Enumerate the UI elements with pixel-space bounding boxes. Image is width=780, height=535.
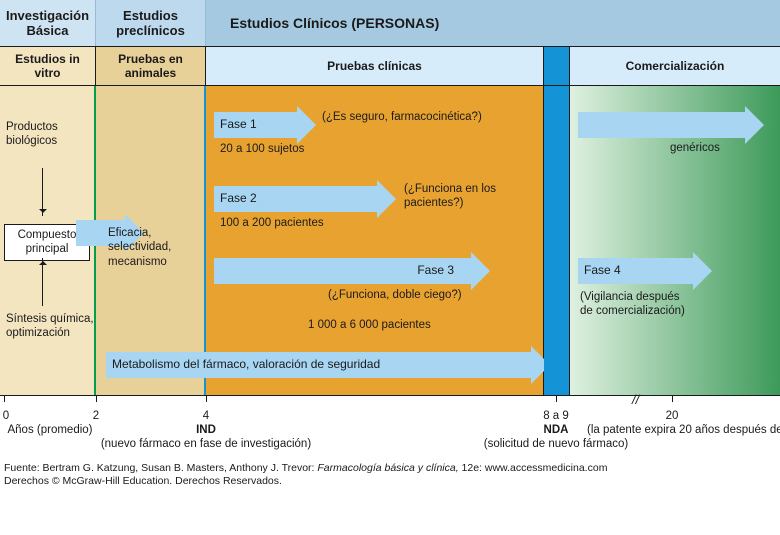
tick-20: 20 (la patente expira 20 años después de… xyxy=(587,410,757,438)
sub-phase4: (Vigilancia después de comercialización) xyxy=(580,290,690,319)
main-panel: Productos biológicos Compuesto principal… xyxy=(0,86,780,396)
header-row: Investigación Básica Estudios preclínico… xyxy=(0,0,780,46)
header-preclinical: Estudios preclínicos xyxy=(96,0,206,46)
ticks: // xyxy=(0,396,780,404)
subheader-row: Estudios in vitro Pruebas en animales Pr… xyxy=(0,46,780,86)
arrow-phase3: Fase 3 xyxy=(214,258,476,284)
q-phase2: (¿Funciona en los pacientes?) xyxy=(404,182,543,211)
q-phase1: (¿Es seguro, farmacocinética?) xyxy=(322,110,482,124)
tick-4: 4 IND (nuevo fármaco en fase de investig… xyxy=(101,410,311,451)
axis-years-label: Años (promedio) xyxy=(7,424,92,438)
subhead-nda-gap xyxy=(544,47,570,85)
subhead-animals: Pruebas en animales xyxy=(96,47,206,85)
arrow-up-icon xyxy=(42,258,43,306)
subhead-invitro: Estudios in vitro xyxy=(0,47,96,85)
subhead-clinical: Pruebas clínicas xyxy=(206,47,544,85)
sub-phase1: 20 a 100 sujetos xyxy=(220,142,304,156)
col-animals: Eficacia, selectividad, mecanismo xyxy=(96,86,206,395)
arrow-commercial xyxy=(578,112,750,138)
col-clinical: Fase 1 (¿Es seguro, farmacocinética?) 20… xyxy=(206,86,544,395)
col-commercial: Se comienzan a comercializar genéricos F… xyxy=(570,86,780,395)
axis-break-icon: // xyxy=(632,392,639,407)
arrow-phase4: Fase 4 xyxy=(578,258,698,284)
subhead-commercial: Comercialización xyxy=(570,47,780,85)
arrow-down-icon xyxy=(42,168,43,216)
header-clinical: Estudios Clínicos (PERSONAS) xyxy=(206,0,780,46)
label-biologicals: Productos biológicos xyxy=(6,120,95,149)
tick-2: 2 xyxy=(93,410,99,424)
timeline-axis: // 0 Años (promedio) 2 4 IND (nuevo fárm… xyxy=(0,396,780,492)
header-basic-research: Investigación Básica xyxy=(0,0,96,46)
sub-phase3: 1 000 a 6 000 pacientes xyxy=(308,318,431,332)
label-synthesis: Síntesis química, optimización xyxy=(6,312,95,341)
label-efficacy: Eficacia, selectividad, mecanismo xyxy=(108,226,205,269)
arrow-metabolism: Metabolismo del fármaco, valoración de s… xyxy=(106,352,536,378)
q-phase3: (¿Funciona, doble ciego?) xyxy=(328,288,462,302)
source-attribution: Fuente: Bertram G. Katzung, Susan B. Mas… xyxy=(4,462,607,488)
col-nda-bar xyxy=(544,86,570,395)
tick-0: 0 xyxy=(3,410,9,424)
arrow-phase2: Fase 2 xyxy=(214,186,382,212)
arrow-phase1: Fase 1 xyxy=(214,112,302,138)
diagram-root: Investigación Básica Estudios preclínico… xyxy=(0,0,780,492)
sub-phase2: 100 a 200 pacientes xyxy=(220,216,324,230)
